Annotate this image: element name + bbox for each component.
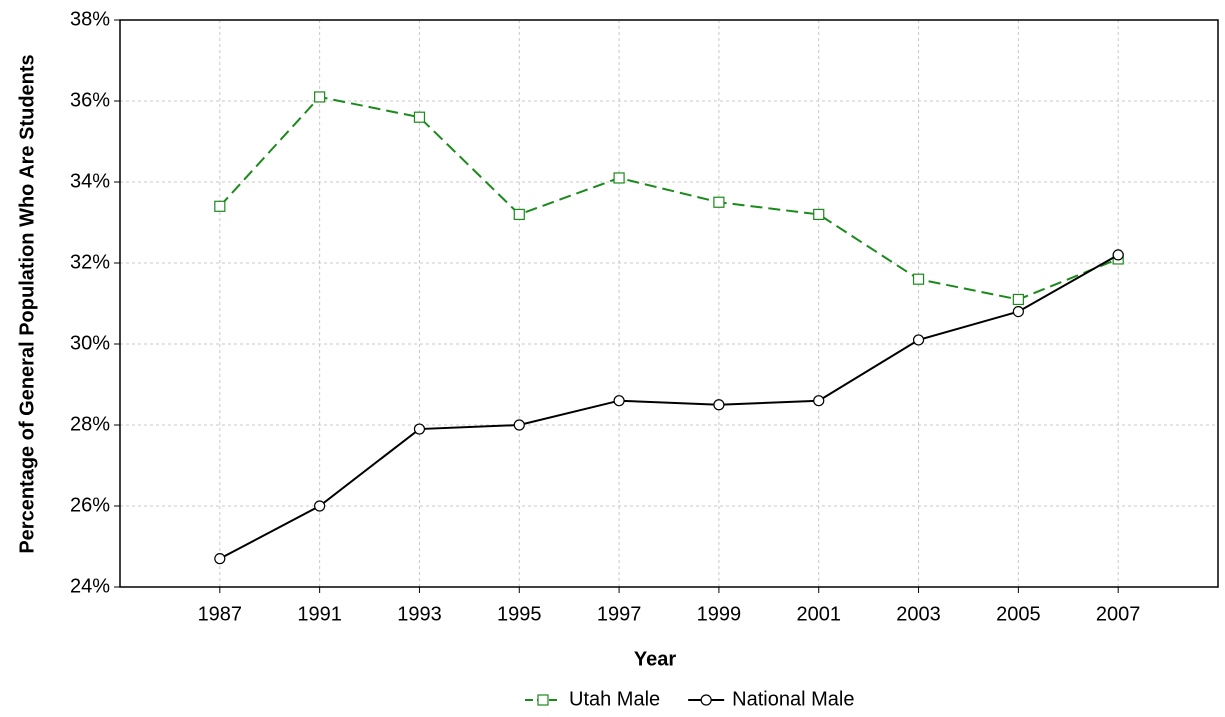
plot-frame [119,19,1219,588]
y-tick-label: 24% [70,575,110,597]
x-tick-label: 1991 [297,603,342,625]
point [912,334,925,346]
point [1012,293,1024,306]
point [713,399,725,411]
y-tick-label: 34% [70,170,110,192]
point [700,694,712,706]
point [513,208,525,220]
point [314,500,326,512]
y-tick-label: 32% [70,251,110,273]
point [513,419,525,431]
y-axis-label: Percentage of General Population Who Are… [16,54,38,553]
x-tick-label: 2005 [996,603,1041,625]
y-tick-label: 30% [70,332,110,354]
point [1012,306,1024,318]
point [413,111,426,123]
y-tick-label: 28% [70,413,110,435]
x-tick-label: 1987 [198,603,243,625]
point [314,91,326,103]
point [214,200,226,212]
point [613,172,625,184]
point [713,196,725,208]
x-tick-label: 1993 [397,603,442,625]
series-line [219,254,1119,560]
legend-label: Utah Male [569,688,660,710]
point [214,553,226,565]
point [413,423,426,435]
x-tick-label: 1999 [697,603,742,625]
x-tick-label: 1995 [497,603,542,625]
x-tick-label: 2003 [896,603,941,625]
point [537,694,549,706]
legend-label: National Male [732,688,854,710]
y-tick-label: 36% [70,89,110,111]
series-line [219,95,1119,301]
x-axis-label: Year [634,648,676,670]
y-tick-label: 26% [70,494,110,516]
point [912,273,925,285]
x-tick-label: 2001 [796,603,841,625]
point [813,208,825,220]
point [613,395,625,407]
point [813,395,825,407]
point [1112,249,1124,261]
x-tick-label: 1997 [597,603,642,625]
x-tick-label: 2007 [1096,603,1141,625]
y-tick-label: 38% [70,8,110,30]
